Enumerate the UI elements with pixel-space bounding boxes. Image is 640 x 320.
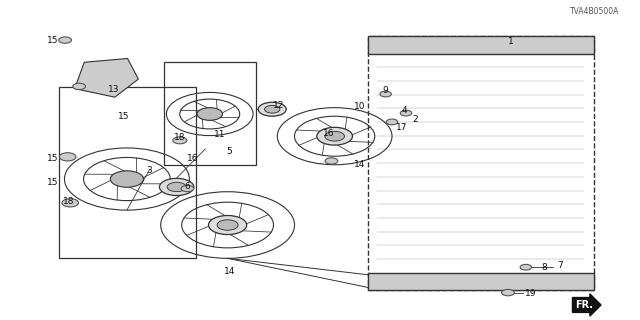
Circle shape bbox=[73, 83, 86, 90]
Circle shape bbox=[380, 91, 392, 97]
Text: 11: 11 bbox=[214, 130, 225, 139]
Circle shape bbox=[110, 171, 143, 187]
Circle shape bbox=[317, 127, 353, 145]
Text: 15: 15 bbox=[118, 112, 129, 121]
Text: FR.: FR. bbox=[575, 300, 593, 310]
Text: 18: 18 bbox=[63, 197, 75, 206]
Text: 7: 7 bbox=[557, 261, 563, 270]
Bar bbox=[164, 62, 256, 165]
Text: 15: 15 bbox=[47, 178, 58, 187]
Circle shape bbox=[167, 182, 186, 192]
Text: 16: 16 bbox=[187, 154, 198, 163]
Text: 14: 14 bbox=[224, 267, 236, 276]
Circle shape bbox=[387, 119, 397, 125]
Text: 15: 15 bbox=[47, 36, 58, 44]
Circle shape bbox=[319, 128, 351, 144]
Text: 4: 4 bbox=[402, 106, 408, 115]
Circle shape bbox=[258, 102, 286, 116]
Circle shape bbox=[210, 216, 246, 234]
Text: 3: 3 bbox=[147, 166, 152, 175]
Circle shape bbox=[400, 110, 412, 116]
Text: 15: 15 bbox=[47, 154, 58, 163]
Text: 16: 16 bbox=[323, 130, 334, 139]
Circle shape bbox=[59, 37, 72, 43]
Text: 17: 17 bbox=[396, 123, 407, 132]
Text: 9: 9 bbox=[383, 86, 388, 95]
Text: 18: 18 bbox=[174, 133, 186, 142]
Circle shape bbox=[197, 108, 223, 120]
Text: 10: 10 bbox=[355, 101, 366, 111]
Circle shape bbox=[209, 215, 246, 235]
Circle shape bbox=[502, 289, 515, 296]
Bar bbox=[368, 36, 594, 54]
Text: 2: 2 bbox=[413, 115, 419, 124]
Bar bbox=[368, 36, 594, 290]
Circle shape bbox=[181, 185, 194, 192]
Text: 19: 19 bbox=[525, 289, 536, 298]
Text: TVA4B0500A: TVA4B0500A bbox=[570, 7, 620, 16]
Text: 8: 8 bbox=[541, 263, 547, 272]
Circle shape bbox=[62, 199, 79, 207]
Circle shape bbox=[325, 158, 338, 164]
Bar bbox=[59, 87, 196, 258]
Text: 13: 13 bbox=[108, 85, 120, 94]
Text: 1: 1 bbox=[508, 36, 514, 45]
Bar bbox=[368, 273, 594, 290]
Circle shape bbox=[173, 137, 187, 144]
Circle shape bbox=[520, 264, 532, 270]
Polygon shape bbox=[75, 59, 138, 97]
Text: 14: 14 bbox=[354, 160, 365, 169]
Circle shape bbox=[217, 220, 238, 230]
Circle shape bbox=[60, 153, 76, 161]
Text: 5: 5 bbox=[227, 147, 232, 156]
Text: 6: 6 bbox=[184, 181, 190, 190]
Circle shape bbox=[159, 178, 194, 196]
Circle shape bbox=[325, 131, 344, 141]
Text: 12: 12 bbox=[273, 101, 284, 110]
Circle shape bbox=[264, 105, 280, 113]
